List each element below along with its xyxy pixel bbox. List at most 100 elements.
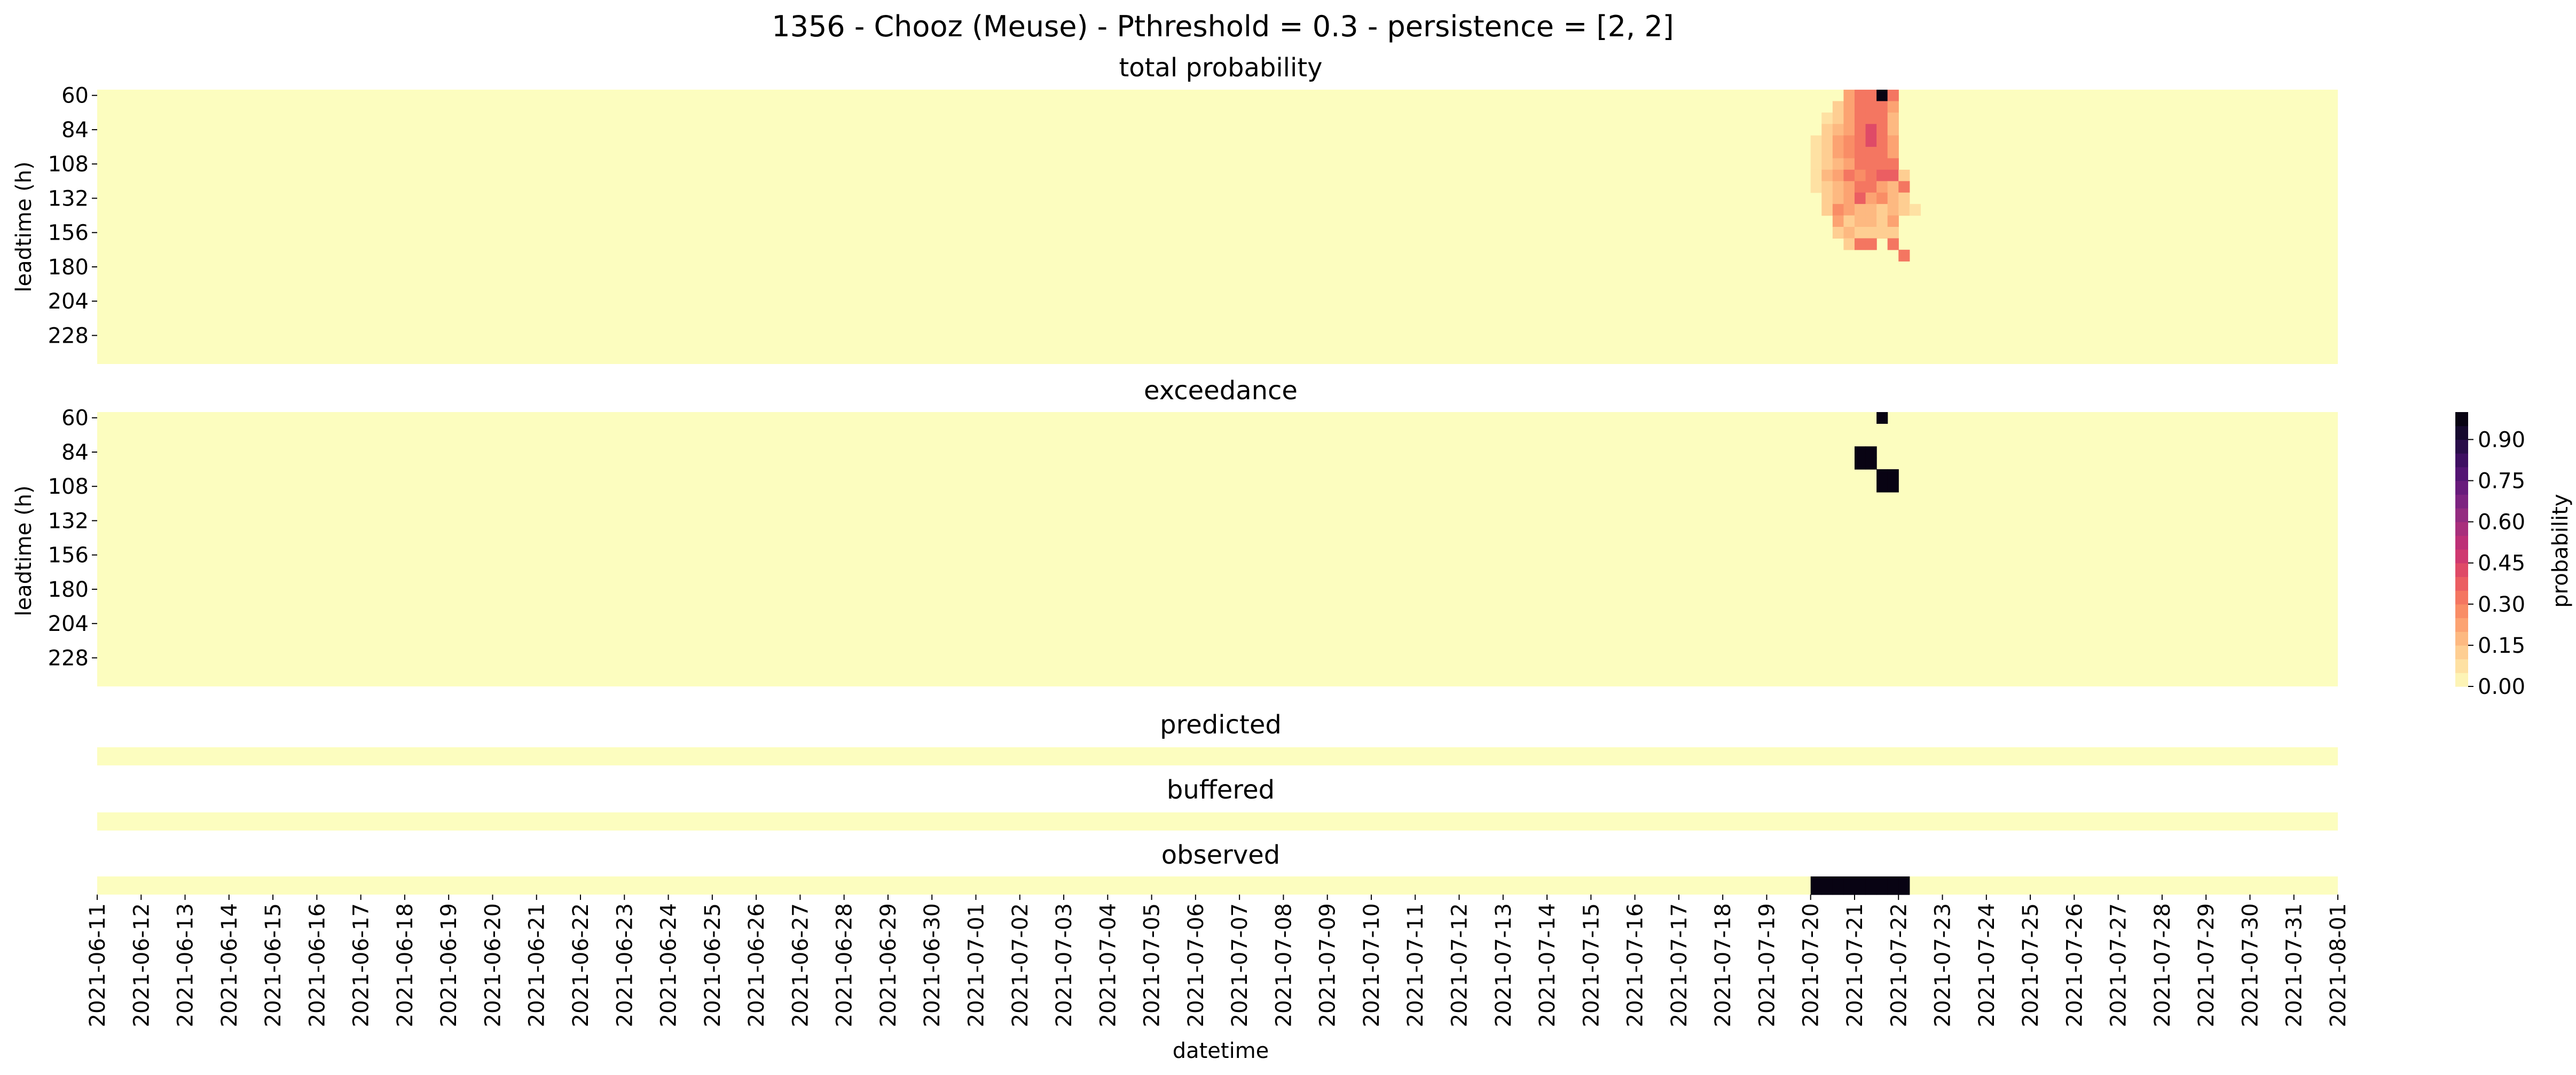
- heatmap-cell: [1821, 158, 1833, 170]
- colorbar-tick-label: 0.75: [2478, 469, 2525, 494]
- heatmap-cell: [1876, 169, 1888, 181]
- heatmap-cell: [1887, 112, 1899, 124]
- heatmap-background: [97, 412, 2338, 686]
- colorbar-band: [2455, 576, 2468, 591]
- heatmap-cell: [1865, 181, 1877, 193]
- heatmap-cell: [1843, 876, 1855, 895]
- heatmap-cell: [1854, 876, 1866, 895]
- heatmap-cell: [1832, 227, 1844, 239]
- heatmap-cell: [1887, 204, 1899, 216]
- heatmap-cell: [1854, 158, 1866, 170]
- heatmap-predicted: [97, 747, 2338, 765]
- x-tick-label: 2021-07-07: [1228, 903, 1252, 1027]
- heatmap-cell: [1810, 181, 1822, 193]
- heatmap-cell: [1865, 147, 1877, 159]
- colorbar-band: [2455, 412, 2468, 426]
- heatmap-cell: [1832, 204, 1844, 216]
- y-ticks-total-probability: 60 84 108 132 156 180 204 228: [48, 84, 97, 348]
- x-tick-label: 2021-07-10: [1360, 903, 1384, 1027]
- panel-title-predicted: predicted: [1160, 710, 1282, 740]
- heatmap-cell: [1898, 249, 1910, 262]
- x-tick-label: 2021-07-15: [1579, 903, 1604, 1027]
- x-tick-label: 2021-06-29: [876, 903, 901, 1027]
- heatmap-cell: [1821, 169, 1833, 181]
- heatmap-cell: [1854, 147, 1866, 159]
- heatmap-cell: [1865, 446, 1877, 459]
- heatmap-cell: [1832, 192, 1844, 204]
- colorbar-tick-label: 0.30: [2478, 592, 2525, 617]
- colorbar-band: [2455, 439, 2468, 454]
- y-tick-label: 156: [48, 221, 89, 246]
- heatmap-cell: [1843, 158, 1855, 170]
- heatmap-cell: [1876, 876, 1888, 895]
- colorbar-band: [2455, 631, 2468, 646]
- y-tick-label: 108: [48, 152, 89, 177]
- colorbar-band: [2455, 563, 2468, 577]
- x-axis-label: datetime: [1173, 1039, 1269, 1063]
- heatmap-cell: [1887, 876, 1899, 895]
- colorbar-band: [2455, 494, 2468, 509]
- heatmap-observed: [97, 876, 2338, 895]
- heatmap-cell: [1887, 147, 1899, 159]
- heatmap-cell: [1843, 124, 1855, 136]
- heatmap-cell: [1865, 135, 1877, 147]
- heatmap-total-probability: [97, 90, 2338, 364]
- x-tick-label: 2021-07-02: [1008, 903, 1033, 1027]
- x-tick-label: 2021-06-17: [349, 903, 374, 1027]
- colorbar-tick-label: 0.45: [2478, 551, 2525, 576]
- x-tick-label: 2021-06-28: [833, 903, 857, 1027]
- x-tick-label: 2021-07-20: [1799, 903, 1824, 1027]
- heatmap-cell: [1821, 181, 1833, 193]
- heatmap-cell: [1821, 192, 1833, 204]
- heatmap-cell: [1854, 204, 1866, 216]
- colorbar-tick-label: 0.00: [2478, 675, 2525, 699]
- heatmap-cell: [1843, 135, 1855, 147]
- heatmap-cell: [1887, 158, 1899, 170]
- heatmap-cell: [1876, 227, 1888, 239]
- x-tick-label: 2021-06-26: [744, 903, 769, 1027]
- heatmap-cell: [1865, 158, 1877, 170]
- heatmap-background: [97, 90, 2338, 364]
- heatmap-cell: [1898, 169, 1910, 181]
- heatmap-cell: [1832, 112, 1844, 124]
- heatmap-cell: [1821, 124, 1833, 136]
- heatmap-cell: [1887, 469, 1899, 481]
- heatmap-cell: [1865, 169, 1877, 181]
- x-tick-label: 2021-07-09: [1316, 903, 1340, 1027]
- colorbar-tick-label: 0.60: [2478, 510, 2525, 535]
- heatmap-cell: [1876, 469, 1888, 481]
- x-tick-label: 2021-07-05: [1140, 903, 1165, 1027]
- y-tick-label: 84: [61, 118, 89, 143]
- y-tick-label: 60: [61, 84, 89, 108]
- y-tick-label: 156: [48, 543, 89, 568]
- heatmap-cell: [1876, 112, 1888, 124]
- heatmap-cell: [1887, 101, 1899, 113]
- x-tick-label: 2021-07-03: [1052, 903, 1077, 1027]
- colorbar-band: [2455, 618, 2468, 632]
- heatmap-cell: [1843, 90, 1855, 102]
- heatmap-cell: [1810, 135, 1822, 147]
- heatmap-cell: [1854, 181, 1866, 193]
- heatmap-cell: [1876, 101, 1888, 113]
- x-tick-label: 2021-07-06: [1184, 903, 1208, 1027]
- heatmap-cell: [1843, 181, 1855, 193]
- colorbar-band: [2455, 659, 2468, 673]
- x-tick-label: 2021-07-22: [1887, 903, 1911, 1027]
- x-tick-label: 2021-07-25: [2019, 903, 2043, 1027]
- heatmap-cell: [1876, 147, 1888, 159]
- x-tick-label: 2021-07-31: [2282, 903, 2307, 1027]
- heatmap-cell: [1854, 135, 1866, 147]
- heatmap-cell: [1843, 215, 1855, 227]
- x-tick-label: 2021-07-12: [1448, 903, 1472, 1027]
- heatmap-cell: [1810, 169, 1822, 181]
- heatmap-cell: [1854, 124, 1866, 136]
- heatmap-cell: [1821, 204, 1833, 216]
- panel-title-observed: observed: [1161, 840, 1281, 870]
- x-ticks: 2021-06-11 2021-06-12 2021-06-13 2021-06-14…: [85, 895, 2351, 1027]
- heatmap-cell: [1843, 101, 1855, 113]
- colorbar-band: [2455, 453, 2468, 468]
- heatmap-cell: [1887, 480, 1899, 493]
- heatmap-cell: [1832, 147, 1844, 159]
- x-tick-label: 2021-06-12: [129, 903, 154, 1027]
- heatmap-cell: [1887, 227, 1899, 239]
